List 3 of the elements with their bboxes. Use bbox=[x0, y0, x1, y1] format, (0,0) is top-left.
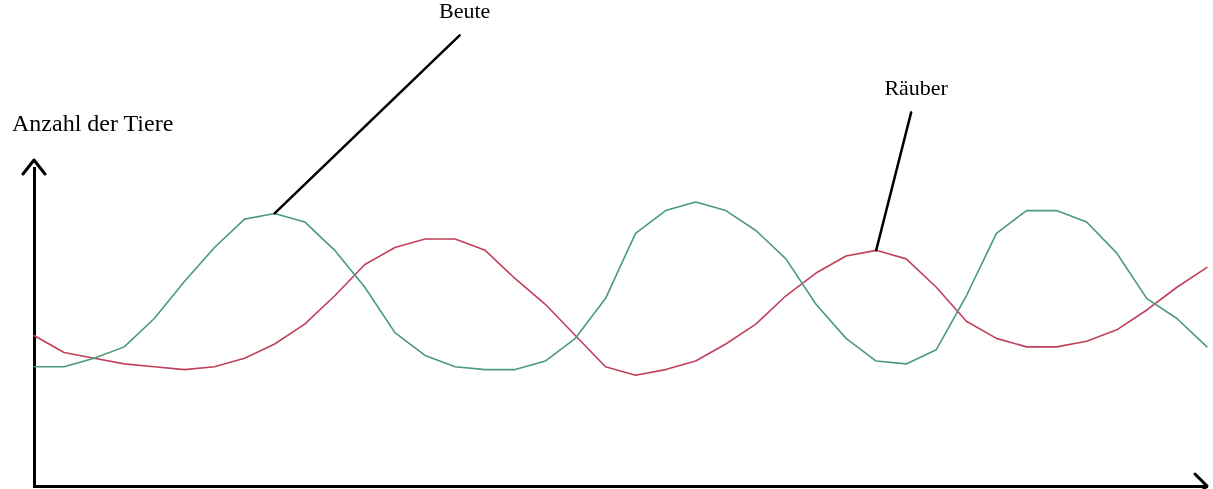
y-axis-title: Anzahl der Tiere bbox=[12, 110, 174, 137]
text: Räuber bbox=[884, 75, 949, 101]
text: Beute bbox=[438, 0, 491, 24]
